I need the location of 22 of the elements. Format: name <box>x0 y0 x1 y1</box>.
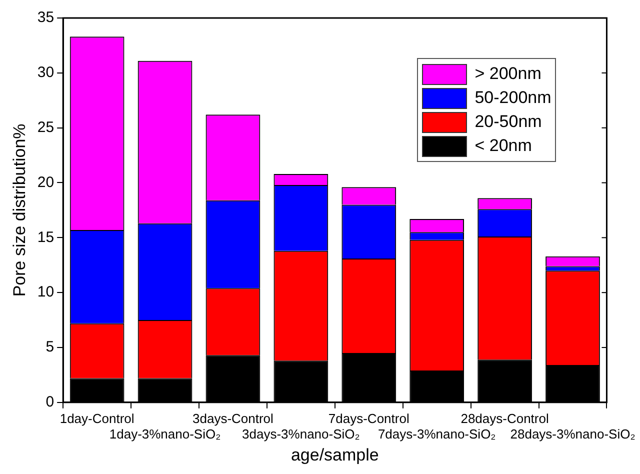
x-tick-label: 28days-Control <box>460 410 549 426</box>
legend-label: 20-50nm <box>474 112 542 132</box>
y-tick-label: 0 <box>46 394 54 411</box>
y-tick-label: 10 <box>37 284 54 301</box>
y-tick-label: 35 <box>37 9 54 26</box>
y-tick-label: 30 <box>37 64 54 82</box>
x-tick-label: 1day-Control <box>60 410 134 426</box>
x-tick-label: 3days-3%nano-SiO₂ <box>242 426 360 442</box>
x-tick-label: 7days-3%nano-SiO₂ <box>378 426 496 442</box>
x-tick-label: 1day-3%nano-SiO₂ <box>109 426 221 442</box>
x-axis-title: age/sample <box>290 445 379 464</box>
y-axis-title: Pore size distribution% <box>10 124 29 297</box>
x-tick-label: 3days-Control <box>192 410 274 426</box>
x-tick-label: 7days-Control <box>328 410 410 426</box>
x-tick-label: 28days-3%nano-SiO₂ <box>510 426 636 442</box>
y-tick-label: 5 <box>46 338 54 356</box>
legend-label: < 20nm <box>474 136 532 156</box>
y-tick-label: 25 <box>37 118 54 136</box>
legend-label: > 200nm <box>474 64 542 84</box>
y-tick-label: 20 <box>37 174 54 191</box>
legend-label: 50-200nm <box>474 88 552 108</box>
y-tick-label: 15 <box>37 228 54 246</box>
